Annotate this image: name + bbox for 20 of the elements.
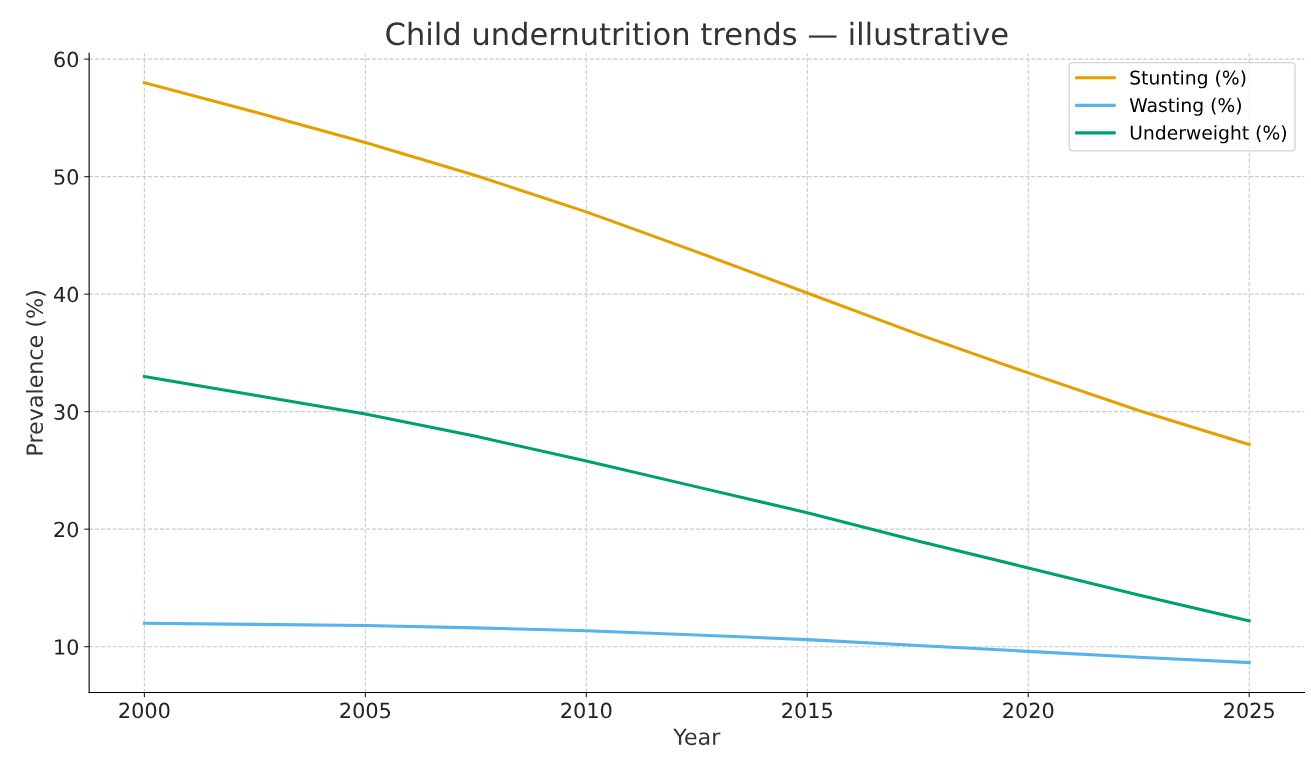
line-series xyxy=(142,621,1251,665)
x-tick-label: 2010 xyxy=(561,702,612,719)
x-tick-label: 2020 xyxy=(1003,702,1054,719)
y-tick-label: 40 xyxy=(53,286,79,303)
y-tick-label: 60 xyxy=(54,51,79,68)
y-tick-label: 50 xyxy=(54,169,79,185)
y-tick-label: 30 xyxy=(54,404,79,420)
x-tick-label: 2025 xyxy=(1224,702,1274,719)
chart-title: Child undernutrition trends — illustrative xyxy=(386,21,1008,46)
x-tick-label: 2005 xyxy=(340,702,391,719)
x-tick-label: 2015 xyxy=(782,702,832,719)
x-axis-title: Year xyxy=(673,728,721,746)
legend-label: Underweight (%) xyxy=(1130,125,1286,144)
y-tick-label: 20 xyxy=(54,521,79,538)
legend-label: Wasting (%) xyxy=(1129,97,1241,116)
x-tick-label: 2000 xyxy=(119,702,170,719)
legend-label: Stunting (%) xyxy=(1130,70,1246,89)
line-series xyxy=(142,374,1251,623)
y-axis-title: Prevalence (%) xyxy=(25,291,46,455)
y-tick-label: 10 xyxy=(55,639,79,655)
